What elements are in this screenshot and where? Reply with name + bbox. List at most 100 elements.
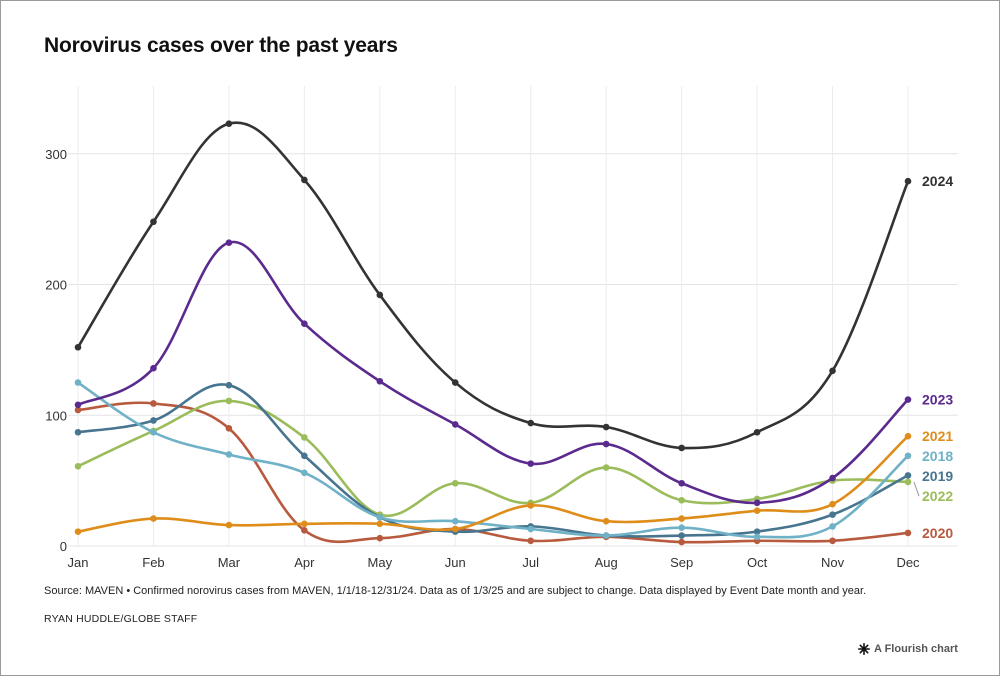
source-note: Source: MAVEN • Confirmed norovirus case… (44, 585, 867, 597)
data-point-2023-Dec[interactable] (904, 396, 912, 403)
data-point-2018-Dec[interactable] (904, 452, 912, 460)
label-leader-2022 (913, 481, 920, 497)
data-point-2022-Jan[interactable] (74, 462, 82, 470)
data-point-2022-Dec[interactable] (904, 478, 912, 486)
x-tick-label: Jun (445, 555, 466, 570)
data-point-2021-Mar[interactable] (225, 521, 233, 529)
data-point-2024-Feb[interactable] (150, 218, 157, 226)
series-end-label-2024: 2024 (922, 173, 953, 189)
data-point-2018-Oct[interactable] (753, 533, 761, 541)
chart-title: Norovirus cases over the past years (44, 34, 398, 57)
data-point-2021-Jul[interactable] (527, 502, 535, 509)
data-point-2020-Jan[interactable] (74, 406, 82, 414)
flourish-asterisk-icon (858, 643, 870, 655)
data-point-2023-May[interactable] (376, 377, 384, 385)
data-point-2023-Apr[interactable] (301, 320, 308, 328)
data-point-2024-Mar[interactable] (225, 120, 233, 127)
data-point-2019-Feb[interactable] (150, 417, 157, 424)
data-point-2018-Jan[interactable] (74, 379, 82, 386)
data-point-2018-Jul[interactable] (527, 525, 535, 533)
data-point-2019-Apr[interactable] (301, 452, 308, 460)
data-point-2019-Sep[interactable] (678, 532, 685, 539)
data-point-2020-Jul[interactable] (527, 537, 535, 545)
data-point-2022-Jun[interactable] (451, 479, 459, 487)
data-point-2018-Sep[interactable] (678, 524, 685, 531)
data-point-2023-Feb[interactable] (150, 364, 157, 372)
data-point-2021-Aug[interactable] (602, 517, 610, 525)
data-point-2018-Aug[interactable] (602, 532, 610, 539)
data-point-2020-Feb[interactable] (150, 400, 157, 407)
data-point-2023-Jun[interactable] (451, 421, 459, 428)
data-point-2018-Jun[interactable] (451, 517, 459, 525)
x-tick-label: Oct (747, 555, 768, 570)
data-point-2020-May[interactable] (376, 534, 384, 542)
data-point-2020-Nov[interactable] (829, 537, 836, 545)
data-point-2023-Nov[interactable] (829, 474, 836, 482)
data-point-2021-Jun[interactable] (451, 525, 459, 533)
data-point-2022-Mar[interactable] (225, 397, 233, 405)
data-point-2018-Mar[interactable] (225, 451, 233, 458)
data-point-2018-Feb[interactable] (150, 428, 157, 436)
data-point-2021-Feb[interactable] (150, 515, 157, 522)
data-point-2021-Jan[interactable] (74, 528, 82, 535)
data-point-2024-Apr[interactable] (301, 176, 308, 184)
series-line-2024[interactable] (76, 121, 910, 450)
data-point-2024-Dec[interactable] (904, 177, 912, 185)
data-point-2024-Jun[interactable] (451, 379, 459, 386)
x-tick-label: Jul (522, 555, 539, 570)
data-point-2019-Dec[interactable] (904, 472, 912, 479)
series-labels: 2024 2023 2021 2018 2019 2022 2020 (913, 173, 953, 541)
data-point-2020-Sep[interactable] (678, 538, 685, 546)
data-point-2022-Sep[interactable] (678, 496, 685, 504)
series-line-2021[interactable] (77, 435, 909, 533)
x-tick-label: Nov (821, 555, 845, 570)
series-end-label-2021: 2021 (922, 428, 953, 444)
data-point-2023-Oct[interactable] (753, 499, 761, 507)
x-tick-label: Dec (896, 555, 920, 570)
data-point-2018-Apr[interactable] (301, 469, 308, 477)
data-point-2024-Jul[interactable] (527, 419, 535, 427)
data-point-2023-Jan[interactable] (74, 401, 82, 409)
x-axis: Jan Feb Mar Apr May Jun Jul Aug Sep Oct Nov Dec (68, 555, 921, 570)
data-point-2019-Nov[interactable] (829, 511, 836, 518)
series-end-label-2018: 2018 (922, 448, 953, 464)
data-point-2020-Mar[interactable] (225, 425, 233, 432)
data-point-2021-Dec[interactable] (904, 432, 912, 440)
data-point-2020-Apr[interactable] (301, 527, 308, 534)
data-point-2019-Mar[interactable] (225, 381, 233, 389)
data-point-2024-Sep[interactable] (678, 444, 685, 452)
y-tick-label: 300 (45, 147, 67, 162)
data-point-2019-Jan[interactable] (74, 428, 82, 436)
data-point-2018-May[interactable] (376, 513, 384, 521)
data-point-2019-Oct[interactable] (753, 528, 761, 535)
data-point-2024-Aug[interactable] (602, 423, 610, 431)
data-point-2023-Aug[interactable] (602, 440, 610, 448)
series-end-label-2022: 2022 (922, 488, 953, 504)
data-point-2024-May[interactable] (376, 291, 384, 299)
data-point-2023-Sep[interactable] (678, 479, 685, 487)
series-end-label-2020: 2020 (922, 525, 953, 541)
data-point-2021-Oct[interactable] (753, 507, 761, 514)
series-line-2022[interactable] (77, 399, 909, 518)
data-point-2022-Apr[interactable] (301, 434, 308, 441)
series-line-2018[interactable] (77, 381, 909, 539)
flourish-badge[interactable]: A Flourish chart (858, 643, 958, 655)
data-point-2023-Mar[interactable] (225, 239, 233, 246)
series-line-2023[interactable] (77, 240, 909, 505)
data-point-2018-Nov[interactable] (829, 523, 836, 530)
data-point-2021-Apr[interactable] (301, 520, 308, 528)
data-point-2023-Jul[interactable] (527, 460, 535, 467)
data-point-2020-Dec[interactable] (904, 529, 912, 537)
data-point-2021-Nov[interactable] (829, 500, 836, 508)
x-tick-label: Aug (595, 555, 618, 570)
data-point-2024-Jan[interactable] (74, 343, 82, 351)
data-point-2021-Sep[interactable] (678, 515, 685, 522)
data-point-2021-May[interactable] (376, 520, 384, 528)
data-point-2024-Nov[interactable] (829, 367, 836, 375)
data-point-2024-Oct[interactable] (753, 428, 761, 436)
y-tick-label: 100 (45, 408, 67, 423)
data-point-2022-Aug[interactable] (602, 464, 610, 471)
series-line-2019[interactable] (77, 383, 909, 538)
